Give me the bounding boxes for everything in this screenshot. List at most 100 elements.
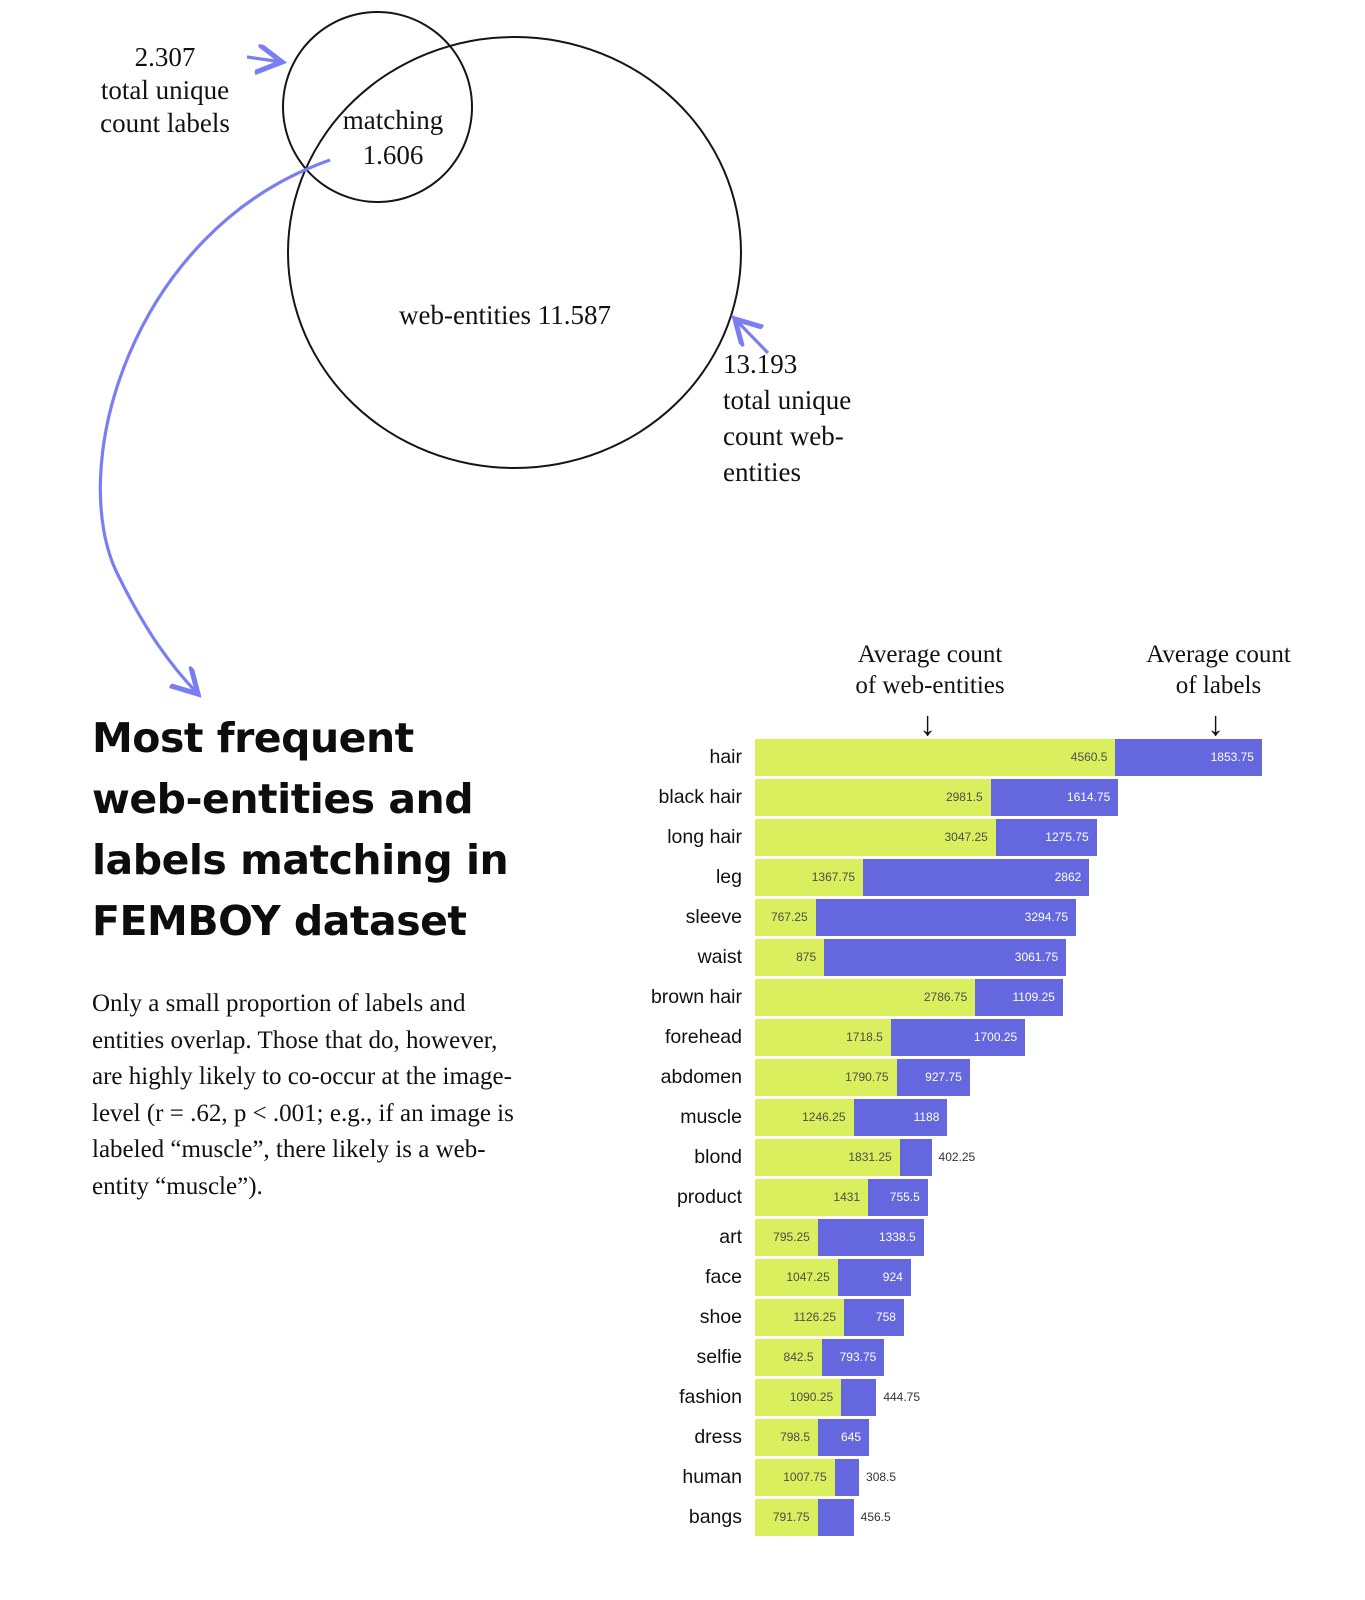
web-entities-value-label: 1718.5: [846, 1030, 883, 1044]
web-entities-total-value: 13.193: [723, 349, 798, 379]
chart-row: sleeve 767.25 3294.75: [598, 897, 1338, 937]
stacked-bar: 767.25 3294.75: [755, 898, 1077, 936]
category-label: selfie: [696, 1345, 742, 1368]
category-label: art: [719, 1225, 742, 1248]
labels-bar-segment: 1700.25: [890, 1018, 1026, 1056]
web-entities-value-label: 1367.75: [811, 870, 856, 884]
web-entities-value-label: 1790.75: [845, 1070, 889, 1084]
labels-value-label: 758: [875, 1310, 896, 1324]
stacked-bar: 1831.25 402.25: [755, 1138, 976, 1176]
labels-value-label: 1700.25: [973, 1030, 1018, 1044]
labels-value-label: 1275.75: [1045, 830, 1089, 844]
stacked-bar: 791.75 456.5: [755, 1498, 891, 1536]
labels-bar-segment: [841, 1378, 877, 1416]
web-entities-bar-segment: 4560.5: [755, 738, 1116, 776]
labels-value-label: 402.25: [938, 1150, 976, 1164]
web-entities-bar-segment: 842.5: [755, 1338, 822, 1376]
labels-value-label: 1188: [913, 1110, 940, 1124]
web-entities-bar-segment: 1790.75: [755, 1058, 897, 1096]
labels-total-text: total unique count labels: [100, 75, 230, 138]
web-entities-value-label: 2786.75: [923, 990, 968, 1004]
web-entities-bar-segment: 1090.25: [755, 1378, 842, 1416]
arrow-to-labels-circle: [246, 57, 282, 62]
chart-row: product 1431 755.5: [598, 1177, 1338, 1217]
labels-bar-segment: [817, 1498, 854, 1536]
web-entities-bar-segment: 798.5: [755, 1418, 819, 1456]
labels-value-label: 444.75: [883, 1390, 921, 1404]
chart-row: black hair 2981.5 1614.75: [598, 777, 1338, 817]
chart-row: hair 4560.5 1853.75: [598, 737, 1338, 777]
stacked-bar: 842.5 793.75: [755, 1338, 885, 1376]
chart-row: long hair 3047.25 1275.75: [598, 817, 1338, 857]
chart-row: face 1047.25 924: [598, 1257, 1338, 1297]
category-label: human: [682, 1465, 742, 1488]
category-label: sleeve: [685, 905, 742, 928]
labels-bar-segment: 2862: [863, 858, 1090, 896]
web-entities-count-label: web-entities 11.587: [399, 300, 611, 330]
category-label: bangs: [688, 1505, 742, 1528]
web-entities-value-label: 798.5: [780, 1430, 811, 1444]
labels-bar-segment: 1188: [853, 1098, 948, 1136]
chart-row: blond 1831.25 402.25: [598, 1137, 1338, 1177]
web-entities-bar-segment: 791.75: [755, 1498, 818, 1536]
stacked-bar: 2981.5 1614.75: [755, 778, 1119, 816]
web-entities-value-label: 3047.25: [944, 830, 988, 844]
labels-value-label: 924: [882, 1270, 903, 1284]
web-entities-bar-segment: 2981.5: [755, 778, 991, 816]
web-entities-value-label: 1047.25: [786, 1270, 830, 1284]
stacked-bar: 1367.75 2862: [755, 858, 1090, 896]
stacked-bar: 3047.25 1275.75: [755, 818, 1097, 856]
web-entities-bar-segment: 795.25: [755, 1218, 818, 1256]
web-entities-bar-segment: 875: [755, 938, 825, 976]
web-entities-value-label: 795.25: [773, 1230, 810, 1244]
web-entities-value-label: 1831.25: [848, 1150, 892, 1164]
web-entities-value-label: 791.75: [772, 1510, 810, 1524]
web-entities-bar-segment: 1246.25: [755, 1098, 854, 1136]
down-arrow-icon: ↓: [1207, 705, 1224, 743]
headline: Most frequent web-entities and labels ma…: [92, 714, 509, 945]
category-label: shoe: [699, 1305, 742, 1328]
stacked-bar: 1126.25 758: [755, 1298, 904, 1336]
category-label: forehead: [665, 1025, 742, 1048]
web-entities-total-annotation: 13.193 total unique count web- entities: [723, 346, 903, 490]
labels-bar-segment: 1275.75: [995, 818, 1097, 856]
web-entities-bar-segment: 1047.25: [755, 1258, 838, 1296]
stacked-bar: 1047.25 924: [755, 1258, 911, 1296]
down-arrow-icon: ↓: [919, 705, 936, 743]
labels-bar-segment: [899, 1138, 932, 1176]
category-label: brown hair: [650, 985, 742, 1008]
labels-bar-segment: 645: [818, 1418, 870, 1456]
labels-bar-segment: 3294.75: [815, 898, 1077, 936]
stacked-bar: 1431 755.5: [755, 1178, 928, 1216]
labels-value-label: 1109.25: [1012, 990, 1055, 1004]
web-entities-bar-segment: 3047.25: [755, 818, 996, 856]
web-entities-value-label: 2981.5: [945, 790, 983, 804]
stacked-bar: 1718.5 1700.25: [755, 1018, 1026, 1056]
web-entities-value-label: 842.5: [783, 1350, 814, 1364]
stacked-bar: 4560.5 1853.75: [755, 738, 1262, 776]
chart-row: muscle 1246.25 1188: [598, 1097, 1338, 1137]
labels-bar-segment: 1614.75: [990, 778, 1119, 816]
labels-value-label: 927.75: [925, 1070, 962, 1084]
labels-total-annotation: 2.307 total unique count labels: [84, 41, 246, 140]
labels-value-label: 645: [841, 1430, 862, 1444]
labels-bar-segment: 1109.25: [975, 978, 1063, 1016]
chart-row: leg 1367.75 2862: [598, 857, 1338, 897]
labels-bar-segment: 924: [837, 1258, 911, 1296]
stacked-bar: 795.25 1338.5: [755, 1218, 924, 1256]
web-entities-value-label: 1090.25: [789, 1390, 834, 1404]
labels-value-label: 308.5: [866, 1470, 897, 1484]
chart-row: fashion 1090.25 444.75: [598, 1377, 1338, 1417]
category-label: product: [676, 1185, 742, 1208]
stacked-bar: 1790.75 927.75: [755, 1058, 970, 1096]
category-label: long hair: [667, 825, 742, 848]
web-entities-total-text: total unique count web- entities: [723, 385, 852, 487]
description: Only a small proportion of labels and en…: [92, 990, 514, 1200]
web-entities-bar-segment: 1126.25: [755, 1298, 845, 1336]
web-entities-bar-segment: 1718.5: [755, 1018, 891, 1056]
chart-row: art 795.25 1338.5: [598, 1217, 1338, 1257]
web-entities-value-label: 1246.25: [802, 1110, 846, 1124]
chart-row: brown hair 2786.75 1109.25: [598, 977, 1338, 1017]
category-label: dress: [694, 1425, 742, 1448]
